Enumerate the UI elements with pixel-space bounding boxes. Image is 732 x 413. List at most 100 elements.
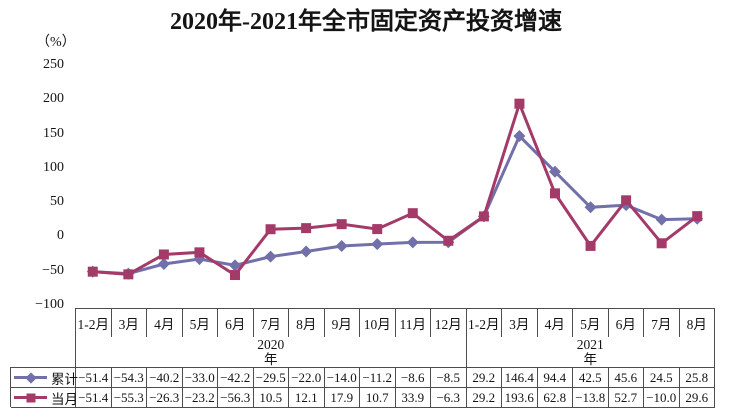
diamond-data-point-marker [122,267,135,280]
diamond-data-point-marker [300,245,313,258]
month-label: 8月 [289,309,325,337]
value-cell: 146.4 [502,368,538,388]
value-cell: −23.2 [182,388,218,408]
y-tick-label: 100 [43,159,64,175]
legend-line-sample [14,393,47,402]
square-data-point-marker [123,269,134,280]
data-table: 累计 −51.4 −54.3 −40.2 −33.0 −42.2 −29.5 −22.0 −14… [10,367,715,408]
value-cell: 25.8 [679,368,715,388]
y-tick-label: 150 [43,125,64,141]
square-data-point-marker [656,238,667,249]
y-tick-label: −50 [42,262,64,278]
diamond-data-point-marker [193,253,206,266]
diamond-data-point-marker [86,265,99,278]
value-cell: 29.2 [466,368,502,388]
diamond-data-point-marker [371,238,384,251]
value-cell: −26.3 [147,388,183,408]
diamond-data-point-marker [228,259,242,272]
value-cell: 94.4 [537,368,573,388]
month-label: 6月 [218,309,254,337]
square-data-point-marker [550,188,560,199]
value-cell: 17.9 [324,388,360,408]
month-label: 4月 [538,309,573,337]
diamond-data-point-marker [620,199,633,212]
value-cell: 10.7 [360,388,396,408]
square-data-point-marker [585,240,596,251]
diamond-data-point-marker [477,210,490,223]
year-label-line1: 2020 [257,337,285,352]
value-cell: 45.6 [608,368,644,388]
month-label: 12月 [431,309,467,337]
square-data-point-marker [372,224,383,235]
legend-label: 当月 [51,391,78,407]
square-data-point-marker [621,195,632,206]
square-marker-icon [26,393,35,402]
square-data-point-marker [87,266,98,277]
diamond-data-point-marker [548,165,562,178]
value-cell: −54.3 [111,368,147,388]
legend-line-sample [14,371,47,384]
month-label: 5月 [573,309,609,337]
month-label: 5月 [183,309,218,337]
y-tick-label: −100 [35,297,64,312]
y-tick-label: 50 [50,194,64,210]
month-label: 8月 [680,309,715,337]
y-tick-label: 0 [57,228,64,244]
month-label: 4月 [147,309,183,337]
chart-title: 2020年-2021年全市固定资产投资增速 [170,9,562,35]
month-label: 9月 [325,309,360,337]
square-data-point-marker [514,98,525,109]
month-label: 1-2月 [76,309,112,337]
diamond-data-point-marker [335,240,348,253]
month-label: 7月 [254,309,289,337]
value-cell: 29.2 [466,388,502,408]
value-cell: −29.5 [253,368,289,388]
diamond-data-point-marker [406,236,419,249]
value-cell: −51.4 [76,368,112,388]
value-cell: 42.5 [573,368,609,388]
year-label: 2020 年 [76,337,467,367]
value-cell: 62.8 [537,388,573,408]
month-label: 7月 [644,309,680,337]
value-cell: 33.9 [395,388,431,408]
square-data-point-marker [194,247,205,258]
year-label-line2: 年 [264,352,278,367]
value-cell: 52.7 [608,388,644,408]
value-cell: 24.5 [644,368,680,388]
square-data-point-marker [336,219,347,230]
month-label: 11月 [396,309,431,337]
square-data-point-marker [265,224,276,235]
year-label-line1: 2021 [576,337,604,352]
legend-cell-累计: 累计 [11,368,78,388]
diamond-data-point-marker [691,212,704,225]
value-cell: −42.2 [218,368,254,388]
square-data-point-marker [407,208,418,219]
value-cell: 12.1 [289,388,325,408]
diamond-data-point-marker [584,201,597,214]
y-tick-label: 200 [43,91,64,107]
value-cell: −51.4 [76,388,112,408]
value-cell: −56.3 [218,388,254,408]
y-axis: 250 200 150 100 50 0 −50 −100 [0,0,66,413]
square-data-point-marker [230,270,240,281]
y-axis-unit-label: （%） [36,35,76,50]
square-data-point-marker [478,211,489,222]
y-tick-label: 250 [43,57,64,72]
square-data-point-marker [692,211,703,222]
value-cell: 29.6 [679,388,715,408]
month-label: 6月 [609,309,644,337]
legend-label: 累计 [51,371,78,387]
value-cell: −11.2 [360,368,396,388]
diamond-data-point-marker [442,236,455,249]
month-label: 3月 [112,309,147,337]
value-cell: −10.0 [644,388,680,408]
value-cell: −40.2 [147,368,183,388]
x-axis-year-row: 2020 年 2021 年 [75,337,715,367]
square-data-point-marker [443,235,454,246]
x-axis-month-row: 1-2月 3月 4月 5月 6月 7月 8月 9月 10月 11月 12月 1-2月 3月 4月 5月 6月 7… [75,308,715,337]
series-line-当月 [92,99,699,278]
diamond-marker-icon [24,371,37,384]
month-label: 1-2月 [467,309,502,337]
diamond-data-point-marker [157,257,170,271]
